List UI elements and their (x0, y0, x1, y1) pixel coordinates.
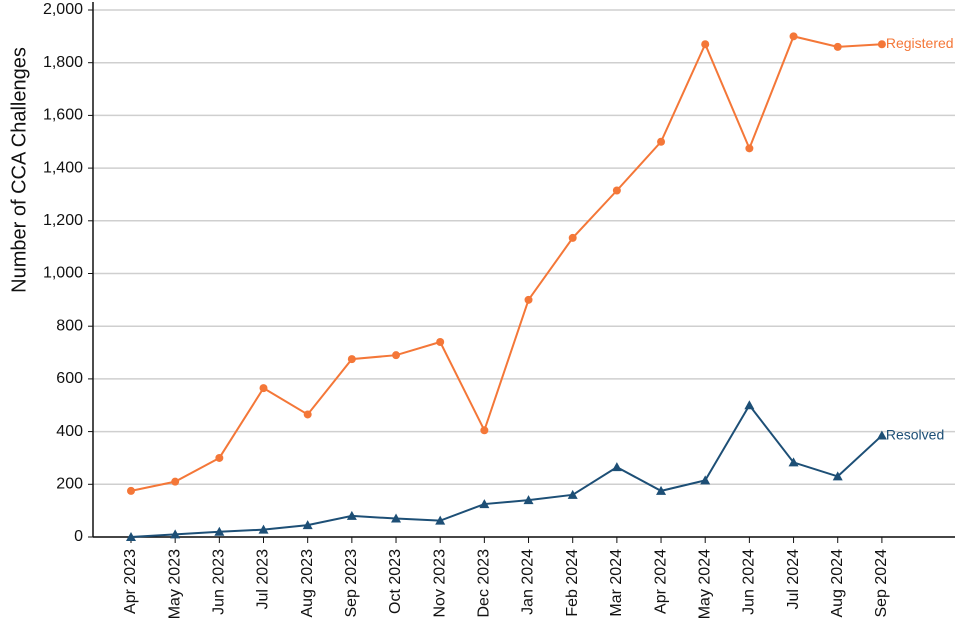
x-tick-label: Jul 2024 (785, 549, 802, 610)
y-tick-label: 800 (56, 317, 83, 334)
marker (524, 295, 533, 304)
marker (392, 351, 401, 360)
marker (259, 384, 268, 393)
marker (656, 485, 667, 495)
marker (258, 524, 269, 534)
marker (833, 42, 842, 51)
x-tick-label: Jul 2023 (255, 549, 272, 610)
marker (170, 529, 181, 539)
marker (789, 32, 798, 41)
y-tick-label: 2,000 (43, 1, 83, 18)
marker (171, 477, 180, 486)
marker (567, 489, 578, 499)
y-tick-label: 1,600 (43, 107, 83, 124)
x-tick-label: Apr 2023 (122, 549, 139, 614)
marker (701, 40, 710, 49)
y-tick-label: 1,000 (43, 265, 83, 282)
marker (611, 462, 622, 472)
marker (877, 40, 886, 49)
x-tick-label: Nov 2023 (431, 549, 448, 618)
series-label: Resolved (886, 426, 944, 442)
x-tick-label: Sep 2024 (873, 549, 890, 618)
y-tick-label: 200 (56, 476, 83, 493)
marker (346, 510, 357, 520)
x-tick-label: Apr 2024 (652, 549, 669, 614)
y-tick-label: 1,800 (43, 54, 83, 71)
y-tick-label: 600 (56, 370, 83, 387)
y-tick-label: 0 (74, 528, 83, 545)
marker (657, 137, 666, 146)
x-tick-label: Mar 2024 (608, 549, 625, 617)
marker (523, 495, 534, 505)
series-line (130, 403, 883, 538)
series-line (130, 35, 882, 492)
x-tick-label: Dec 2023 (476, 549, 493, 618)
marker (303, 410, 312, 419)
marker (215, 453, 224, 462)
marker (347, 355, 356, 364)
x-tick-label: Jun 2023 (211, 549, 228, 615)
y-axis-title: Number of CCA Challenges (8, 47, 30, 293)
marker (436, 338, 445, 347)
x-tick-label: Jun 2024 (741, 549, 758, 615)
y-tick-label: 1,200 (43, 212, 83, 229)
x-tick-label: Aug 2024 (829, 549, 846, 618)
marker (435, 515, 446, 525)
series-label: Registered (886, 35, 954, 51)
marker (832, 471, 843, 481)
marker (479, 499, 490, 509)
marker (700, 475, 711, 485)
marker (788, 457, 799, 467)
marker (127, 486, 135, 495)
x-tick-label: Oct 2023 (387, 549, 404, 614)
y-tick-label: 1,400 (43, 159, 83, 176)
marker (745, 144, 754, 153)
x-tick-label: Aug 2023 (299, 549, 316, 618)
marker (568, 233, 577, 242)
marker (744, 400, 755, 410)
x-tick-label: Sep 2023 (343, 549, 360, 618)
x-tick-label: Feb 2024 (564, 549, 581, 617)
marker (214, 526, 225, 536)
marker (391, 513, 402, 523)
marker (876, 430, 887, 440)
y-tick-label: 400 (56, 423, 83, 440)
marker (612, 186, 621, 195)
x-tick-label: Jan 2024 (520, 549, 537, 615)
x-tick-label: May 2023 (166, 549, 183, 619)
marker (302, 520, 313, 530)
marker (126, 532, 136, 541)
marker (480, 426, 489, 435)
x-tick-label: May 2024 (696, 549, 713, 619)
